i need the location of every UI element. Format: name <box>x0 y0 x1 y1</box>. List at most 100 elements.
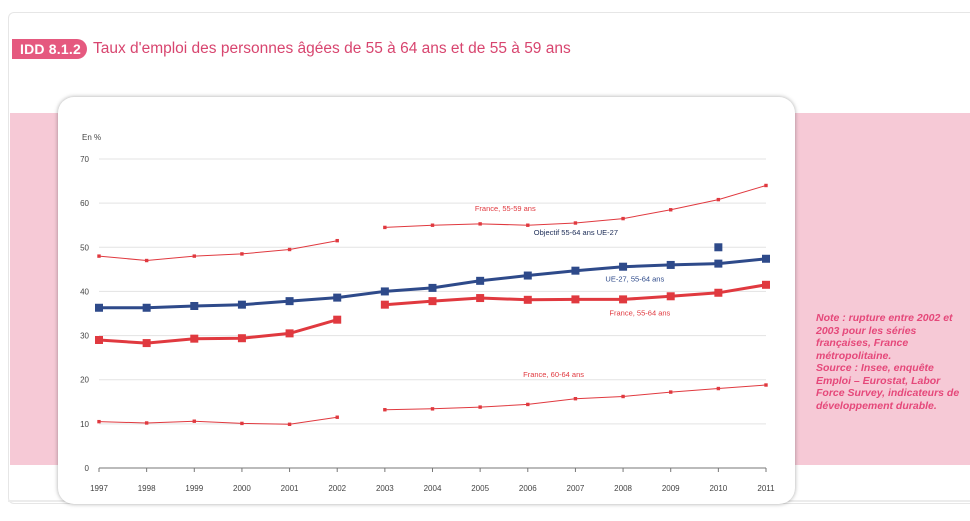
series-label-france-60-64: France, 60-64 ans <box>523 370 584 379</box>
data-point <box>666 292 675 301</box>
data-point <box>192 254 196 258</box>
x-tick-label: 1998 <box>138 484 156 493</box>
data-point <box>478 222 482 226</box>
data-point <box>428 297 437 306</box>
data-point <box>476 276 485 285</box>
target-marker <box>714 243 723 252</box>
data-point <box>714 288 723 297</box>
data-point <box>190 301 199 310</box>
series-label-target: Objectif 55-64 ans UE-27 <box>534 228 618 237</box>
data-point <box>335 415 339 419</box>
y-tick-label: 10 <box>80 420 89 429</box>
data-point <box>383 408 387 412</box>
data-point <box>95 303 103 312</box>
data-point <box>428 283 437 292</box>
data-point <box>97 254 101 258</box>
data-point <box>142 339 151 348</box>
data-point <box>669 208 673 212</box>
series-label-france-55-64: France, 55-64 ans <box>609 308 670 317</box>
data-point <box>573 221 578 225</box>
x-tick-label: 2009 <box>662 484 680 493</box>
data-point <box>240 252 244 256</box>
data-point <box>716 197 721 202</box>
x-tick-label: 1997 <box>90 484 108 493</box>
x-tick-label: 2011 <box>757 484 775 493</box>
data-point <box>380 300 389 309</box>
y-axis-label: En % <box>82 133 101 142</box>
data-point <box>714 259 723 268</box>
data-point <box>523 271 532 280</box>
figure-header: IDD 8.1.2 Taux d'emploi des personnes âg… <box>12 36 571 62</box>
x-tick-label: 2008 <box>614 484 632 493</box>
y-tick-label: 0 <box>85 464 90 473</box>
data-point <box>333 315 342 324</box>
series-label-ue27: UE-27, 55-64 ans <box>605 275 664 284</box>
data-point <box>621 216 625 221</box>
series-line <box>98 240 338 262</box>
data-point <box>526 402 530 407</box>
data-point <box>97 419 101 424</box>
note-text: Note : rupture entre 2002 et 2003 pour l… <box>816 312 953 362</box>
figure-title: Taux d'emploi des personnes âgées de 55 … <box>92 40 571 57</box>
data-point <box>619 262 628 271</box>
data-point <box>142 303 151 312</box>
x-tick-label: 2007 <box>567 484 585 493</box>
data-point <box>762 280 770 289</box>
y-tick-label: 40 <box>80 287 89 296</box>
chart-panel: En % 0 10 20 30 40 50 60 70 1997 1998 1999 2000 2001 2… <box>58 97 795 504</box>
source-text: Source : Insee, enquête Emploi – Eurosta… <box>816 362 960 412</box>
x-tick-label: 2005 <box>471 484 489 493</box>
line-chart: En % 0 10 20 30 40 50 60 70 1997 1998 1999 2000 2001 2… <box>80 133 775 493</box>
x-tick-label: 2003 <box>376 484 394 493</box>
x-tick-label: 2010 <box>709 484 727 493</box>
data-point <box>383 225 387 230</box>
data-point <box>237 334 246 343</box>
data-point <box>240 421 244 426</box>
data-point <box>95 335 103 344</box>
data-point <box>669 390 673 394</box>
data-point <box>571 266 580 275</box>
data-point <box>619 295 628 304</box>
chart-note: Note : rupture entre 2002 et 2003 pour l… <box>816 312 968 412</box>
x-tick-label: 2004 <box>424 484 442 493</box>
figure-badge: IDD 8.1.2 <box>12 39 87 59</box>
series-label-france-55-59: France, 55-59 ans <box>475 204 536 213</box>
data-point <box>573 396 578 401</box>
data-point <box>237 300 246 309</box>
y-tick-label: 50 <box>80 243 89 252</box>
x-tick-label: 2002 <box>328 484 346 493</box>
series-line <box>384 185 767 228</box>
data-point <box>285 297 294 306</box>
data-point <box>716 386 721 391</box>
data-point <box>287 247 292 252</box>
data-point <box>478 405 482 409</box>
data-point <box>571 295 580 304</box>
x-tick-label: 2006 <box>519 484 537 493</box>
y-tick-label: 70 <box>80 155 89 164</box>
y-tick-label: 30 <box>80 332 89 341</box>
x-tick-label: 2000 <box>233 484 251 493</box>
x-tick-label: 1999 <box>185 484 203 493</box>
data-point <box>335 238 339 243</box>
series-line <box>98 318 338 345</box>
data-point <box>764 183 768 188</box>
data-point <box>144 258 149 263</box>
data-point <box>621 394 625 399</box>
data-point <box>144 421 149 425</box>
x-tick-label: 2001 <box>281 484 299 493</box>
data-point <box>666 260 675 269</box>
data-point <box>526 223 530 227</box>
data-point <box>430 223 435 227</box>
data-point <box>380 287 389 296</box>
data-point <box>285 329 294 338</box>
data-point <box>762 254 770 263</box>
data-point <box>190 334 199 343</box>
series-line <box>98 416 338 425</box>
data-point <box>430 407 435 411</box>
data-point <box>523 295 532 304</box>
data-point <box>192 419 196 423</box>
y-tick-label: 20 <box>80 376 89 385</box>
y-tick-label: 60 <box>80 199 89 208</box>
data-point <box>764 383 768 387</box>
data-point <box>287 422 292 426</box>
